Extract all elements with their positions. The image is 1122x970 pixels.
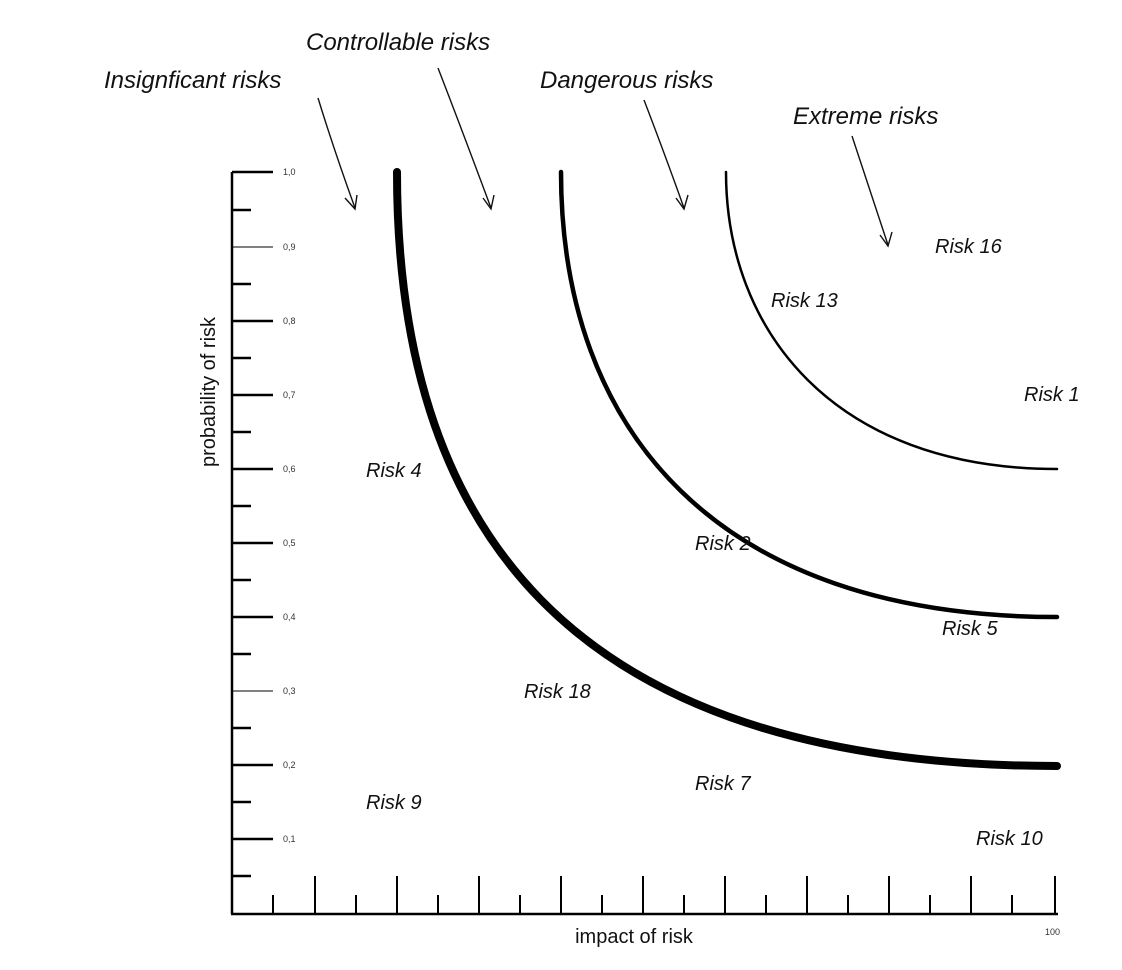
x-axis-end-label: 100	[1045, 927, 1060, 937]
y-tick-label: 0,9	[283, 242, 296, 252]
boundary-curve-middle	[558, 169, 1060, 620]
risk-label-18: Risk 18	[524, 681, 591, 703]
right-edge-mask	[1084, 0, 1122, 970]
risk-label-9: Risk 9	[366, 792, 422, 814]
y-tick-label: 0,6	[283, 464, 296, 474]
y-tick-label: 0,2	[283, 760, 296, 770]
boundary-curve-outer	[724, 170, 1059, 471]
zone-label-controllable: Controllable risks	[306, 29, 490, 56]
risk-labels: Risk 16 Risk 13 Risk 1 Risk 4 Risk 2 Ris…	[366, 236, 1080, 850]
risk-label-16: Risk 16	[935, 236, 1003, 258]
risk-label-5: Risk 5	[942, 618, 998, 640]
y-tick-label: 1,0	[283, 167, 296, 177]
x-axis-title: impact of risk	[575, 926, 694, 948]
y-tick-label: 0,8	[283, 316, 296, 326]
zone-label-extreme: Extreme risks	[793, 103, 938, 130]
y-tick-label: 0,1	[283, 834, 296, 844]
risk-label-2: Risk 2	[695, 533, 751, 555]
risk-label-4: Risk 4	[366, 460, 422, 482]
y-axis-title: probability of risk	[198, 316, 220, 467]
arrow-dangerous	[643, 99, 689, 211]
y-axis: 1,0 0,9 0,8 0,7 0,6 0,5 0,4 0,3 0,2 0,1 …	[198, 167, 296, 914]
arrow-controllable	[437, 67, 495, 211]
y-tick-label: 0,3	[283, 686, 296, 696]
x-axis: impact of risk 100	[231, 876, 1060, 948]
risk-label-10: Risk 10	[976, 828, 1043, 850]
boundary-curve-inner	[393, 168, 1061, 770]
zone-label-dangerous: Dangerous risks	[540, 67, 713, 94]
arrow-extreme	[851, 135, 893, 248]
y-tick-label: 0,7	[283, 390, 296, 400]
zone-label-insignificant: Insignficant risks	[104, 67, 281, 94]
arrow-insignificant	[317, 97, 358, 211]
risk-label-1: Risk 1	[1024, 384, 1080, 406]
risk-label-13: Risk 13	[771, 290, 838, 312]
y-tick-label: 0,5	[283, 538, 296, 548]
y-tick-label: 0,4	[283, 612, 296, 622]
zone-arrows	[317, 67, 893, 248]
risk-label-7: Risk 7	[695, 773, 751, 795]
